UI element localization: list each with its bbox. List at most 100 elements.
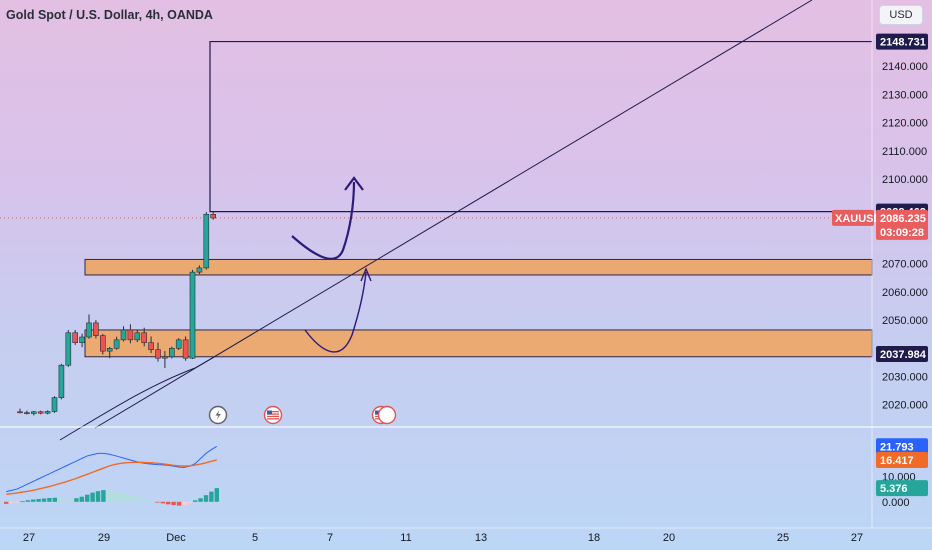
histogram-bar <box>20 501 25 503</box>
candle <box>24 410 30 415</box>
histogram-bar <box>95 491 101 502</box>
candle-body <box>51 397 58 412</box>
histogram-bar <box>149 500 155 502</box>
us-flag-icon-stacked[interactable] <box>377 405 397 425</box>
retest-arrow-curve[interactable] <box>304 271 367 353</box>
histogram-bar <box>41 498 47 502</box>
price-tag[interactable]: 2148.731 <box>876 33 928 50</box>
candle <box>86 314 92 339</box>
histogram-bar <box>128 494 133 502</box>
histogram-bar <box>14 501 20 503</box>
signal-line <box>6 459 217 495</box>
histogram-bar <box>101 490 106 502</box>
osc-tag-bg <box>876 451 928 468</box>
histogram-bar <box>47 497 52 502</box>
histogram-bar <box>182 501 187 505</box>
time-tick-label: Dec <box>166 532 186 544</box>
candle-body <box>65 332 72 366</box>
price-tag-bg <box>876 33 928 50</box>
histogram-bar <box>31 499 36 502</box>
histogram-bar <box>85 494 90 502</box>
candle <box>196 265 203 275</box>
price-tick-label: 2120.000 <box>882 118 928 130</box>
lightning-icon[interactable] <box>208 405 228 425</box>
flag-stripe <box>267 418 279 420</box>
candle <box>100 333 106 355</box>
price-tick-label: 2140.000 <box>882 61 928 73</box>
candle-body <box>120 329 127 341</box>
histogram-bar <box>4 501 9 504</box>
histogram-bar <box>139 497 144 502</box>
candle <box>51 396 58 413</box>
candle <box>58 363 65 400</box>
osc-tag[interactable]: 16.417 <box>876 451 928 468</box>
chart-title: Gold Spot / U.S. Dollar, 4h, OANDA <box>6 8 213 22</box>
histogram-bar <box>187 501 192 504</box>
target-box[interactable] <box>209 40 872 213</box>
candle-body <box>93 322 99 336</box>
histogram-bar <box>209 491 214 502</box>
candle-body <box>44 411 51 414</box>
time-tick-label: 5 <box>252 532 258 544</box>
candle <box>210 211 216 220</box>
price-tag[interactable]: 2037.984 <box>876 345 928 362</box>
symbol-tag-bg <box>832 209 874 226</box>
candle-body <box>79 336 85 343</box>
candle-body <box>189 271 196 359</box>
osc-tag-label: 5.376 <box>880 483 908 495</box>
support-zone-2[interactable] <box>84 329 873 358</box>
lightning-glyph <box>215 410 221 420</box>
candle-body <box>58 364 65 398</box>
candle <box>162 351 168 369</box>
flag-stripe <box>267 415 279 418</box>
candle-body <box>24 412 30 414</box>
osc-tag[interactable]: 21.793 <box>876 438 928 455</box>
us-flag-icon[interactable] <box>263 405 283 425</box>
price-tick-label: 2020.000 <box>882 400 928 412</box>
pane-divider <box>0 426 932 428</box>
candle <box>113 336 120 350</box>
candle-body <box>141 332 147 343</box>
candle <box>65 329 72 367</box>
currency-button[interactable]: USD <box>879 5 923 25</box>
time-tick-label: 13 <box>475 532 487 544</box>
candle-body <box>169 347 175 358</box>
price-tag-label: 2037.984 <box>880 349 927 361</box>
histogram-bar <box>203 495 209 502</box>
time-tick-label: 18 <box>588 532 600 544</box>
histogram-bar <box>198 498 203 502</box>
price-tag-bg <box>876 345 928 362</box>
flag-canton <box>375 410 380 415</box>
osc-tag-bg <box>876 480 928 497</box>
candle-body <box>37 411 44 414</box>
candle <box>155 342 161 362</box>
osc-tag-bg <box>876 438 928 455</box>
histogram-bar <box>155 501 160 503</box>
time-tick-label: 11 <box>400 532 411 544</box>
histogram-bar <box>106 490 111 502</box>
histogram-bar <box>74 498 79 502</box>
histogram-bar <box>79 496 84 502</box>
candle <box>169 346 175 359</box>
candle <box>17 408 23 414</box>
macd-line <box>6 445 218 493</box>
osc-tag-label: 16.417 <box>880 455 914 467</box>
candle-body <box>100 335 106 352</box>
bullish-arrow-curve[interactable] <box>291 181 356 260</box>
histogram-bar <box>36 499 41 502</box>
price-tick-label: 2050.000 <box>882 315 928 327</box>
bullish-arrow-head <box>344 176 364 191</box>
candle <box>106 346 113 359</box>
histogram-bar <box>9 501 14 504</box>
channel-line[interactable] <box>59 355 217 441</box>
histogram-bar <box>160 501 165 504</box>
histogram-bar <box>52 497 57 502</box>
candle-body <box>175 339 182 349</box>
osc-tag[interactable]: 5.376 <box>876 480 928 497</box>
support-zone-1[interactable] <box>84 258 873 276</box>
time-tick-label: 7 <box>327 532 333 544</box>
candle-body <box>182 339 189 359</box>
candle-body <box>162 356 168 359</box>
